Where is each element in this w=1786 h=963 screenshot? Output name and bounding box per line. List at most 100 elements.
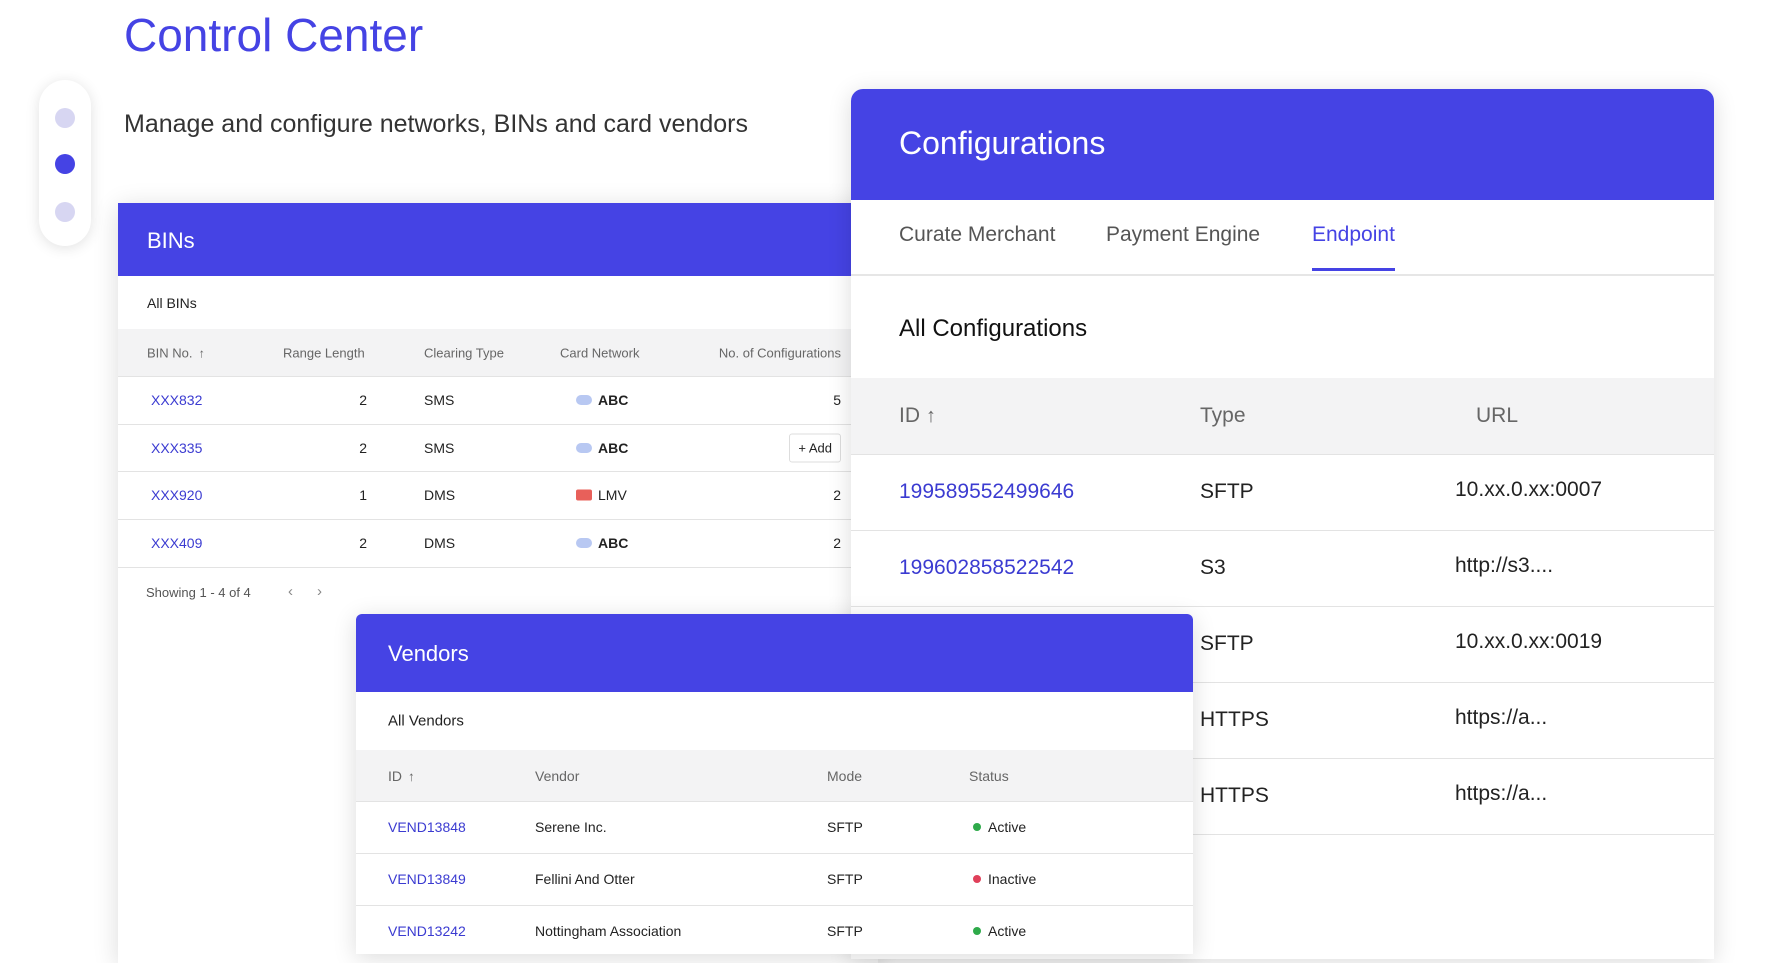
cell: Serene Inc. — [535, 819, 607, 835]
cell: Nottingham Association — [535, 923, 682, 939]
layout: VEND13242 Nottingham Association SFTP Activ… — [356, 905, 1193, 954]
cell: DMS — [424, 535, 456, 551]
layout: ↑ — [198, 346, 205, 360]
layout: XXX335 2 SMS ABC + Add — [118, 424, 878, 472]
cell: LMV — [598, 487, 627, 503]
cell: 10.xx.0.xx:0019 — [1455, 630, 1603, 653]
cell: SMS — [424, 392, 455, 408]
column-header: URL — [1476, 404, 1519, 427]
cell: https://a... — [1455, 782, 1548, 805]
vendor-link[interactable]: VEND13849 — [388, 871, 466, 887]
cell: SFTP — [827, 819, 863, 835]
page-title: Control Center — [124, 9, 424, 61]
cell: SFTP — [1200, 632, 1254, 655]
layout: All BINs — [118, 276, 878, 329]
prev-page[interactable]: ‹ — [288, 583, 293, 600]
panel-title: BINs — [147, 228, 195, 253]
bin-link[interactable]: XXX832 — [151, 392, 203, 408]
nav-dot[interactable] — [55, 154, 75, 174]
layout: ↑ — [408, 768, 415, 784]
cell: 2 — [359, 439, 367, 456]
tab-active[interactable]: Endpoint — [1312, 223, 1395, 271]
column-header: Type — [1200, 404, 1246, 427]
tab[interactable]: Payment Engine — [1106, 223, 1261, 246]
vendors-panel: Vendors All Vendors ID ↑ Vendor Mode Stat… — [356, 614, 1193, 954]
table-header: BIN No. ↑ Range Length Clearing Type Card… — [118, 329, 878, 377]
layout: HTTPS https://a... — [851, 758, 1714, 835]
cell: SFTP — [827, 871, 863, 887]
cell: Inactive — [988, 871, 1037, 887]
cell: DMS — [424, 487, 456, 503]
network-icon — [576, 489, 592, 501]
nav-dot[interactable] — [55, 108, 75, 128]
table-caption: All Vendors — [388, 712, 464, 730]
page-subtitle: Manage and configure networks, BINs and … — [124, 110, 748, 138]
column-header[interactable]: ID — [899, 404, 920, 427]
column-header: Status — [969, 767, 1009, 784]
layout: XXX920 1 DMS LMV 2 — [118, 471, 878, 520]
cell: SFTP — [1200, 480, 1254, 503]
button-label: Add — [808, 440, 832, 455]
cell: Active — [988, 819, 1027, 835]
bin-link[interactable]: XXX409 — [151, 535, 203, 551]
bin-link[interactable]: XXX920 — [151, 487, 203, 503]
table-caption: All BINs — [147, 294, 197, 311]
cell: S3 — [1200, 556, 1226, 579]
cell: 2 — [833, 487, 841, 503]
status-dot — [973, 875, 981, 883]
layout: BINs — [118, 203, 878, 276]
layout: Configurations — [851, 89, 1714, 200]
table-header: ID ↑ Type URL — [851, 378, 1714, 455]
tab-bar: Curate Merchant Payment Engine Endpoint — [851, 200, 1714, 276]
add-button[interactable]: + Add — [789, 433, 841, 462]
config-link[interactable]: 199589552499646 — [899, 480, 1075, 503]
vendor-link[interactable]: VEND13242 — [388, 923, 466, 939]
cell: ABC — [598, 392, 629, 408]
layout: HTTPS https://a... — [851, 682, 1714, 759]
layout: VEND13848 Serene Inc. SFTP Active — [356, 801, 1193, 854]
cell: SFTP — [827, 923, 863, 939]
network-icon — [576, 538, 592, 548]
cell: SMS — [424, 439, 455, 456]
cell: HTTPS — [1200, 784, 1269, 807]
cell: 10.xx.0.xx:0007 — [1455, 478, 1603, 501]
panel-title: Configurations — [899, 125, 1106, 161]
cell: http://s3.... — [1455, 554, 1554, 577]
table-caption: All Configurations — [899, 315, 1088, 342]
layout: XXX409 2 DMS ABC 2 — [118, 519, 878, 568]
layout: ↑ — [926, 405, 936, 427]
cell: HTTPS — [1200, 708, 1269, 731]
bin-link[interactable]: XXX335 — [151, 439, 203, 456]
column-header[interactable]: ID — [388, 767, 402, 784]
column-header: Clearing Type — [424, 345, 504, 360]
vendor-link[interactable]: VEND13848 — [388, 819, 466, 835]
config-link[interactable]: 199602858522542 — [899, 556, 1075, 579]
status-dot — [973, 823, 981, 831]
cell: 5 — [833, 392, 841, 408]
network-icon — [576, 442, 592, 453]
tab[interactable]: Curate Merchant — [899, 223, 1056, 246]
status-dot — [973, 927, 981, 935]
next-page[interactable]: › — [317, 583, 322, 600]
cell: https://a... — [1455, 706, 1548, 729]
layout: All Vendors — [356, 692, 1193, 750]
nav-dot[interactable] — [55, 202, 75, 222]
panel-title: Vendors — [388, 641, 469, 666]
layout: 199602858522542 S3 http://s3.... — [851, 530, 1714, 607]
pagination: Showing 1 - 4 of 4 — [146, 585, 251, 600]
table-header: ID ↑ Vendor Mode Status — [356, 750, 1193, 802]
cell: Active — [988, 923, 1027, 939]
layout: SFTP 10.xx.0.xx:0019 — [851, 606, 1714, 683]
column-header[interactable]: BIN No. — [147, 345, 193, 360]
layout: XXX832 2 SMS ABC 5 — [118, 376, 878, 425]
column-header: No. of Configurations — [718, 345, 841, 360]
cell: 1 — [359, 487, 367, 503]
cell: Fellini And Otter — [535, 871, 635, 887]
cell: 2 — [359, 392, 367, 408]
cell: 2 — [833, 535, 841, 551]
column-header: Card Network — [560, 345, 640, 360]
cell: ABC — [598, 535, 629, 551]
column-header: Vendor — [535, 767, 580, 784]
layout: ID ↑ — [899, 404, 936, 428]
